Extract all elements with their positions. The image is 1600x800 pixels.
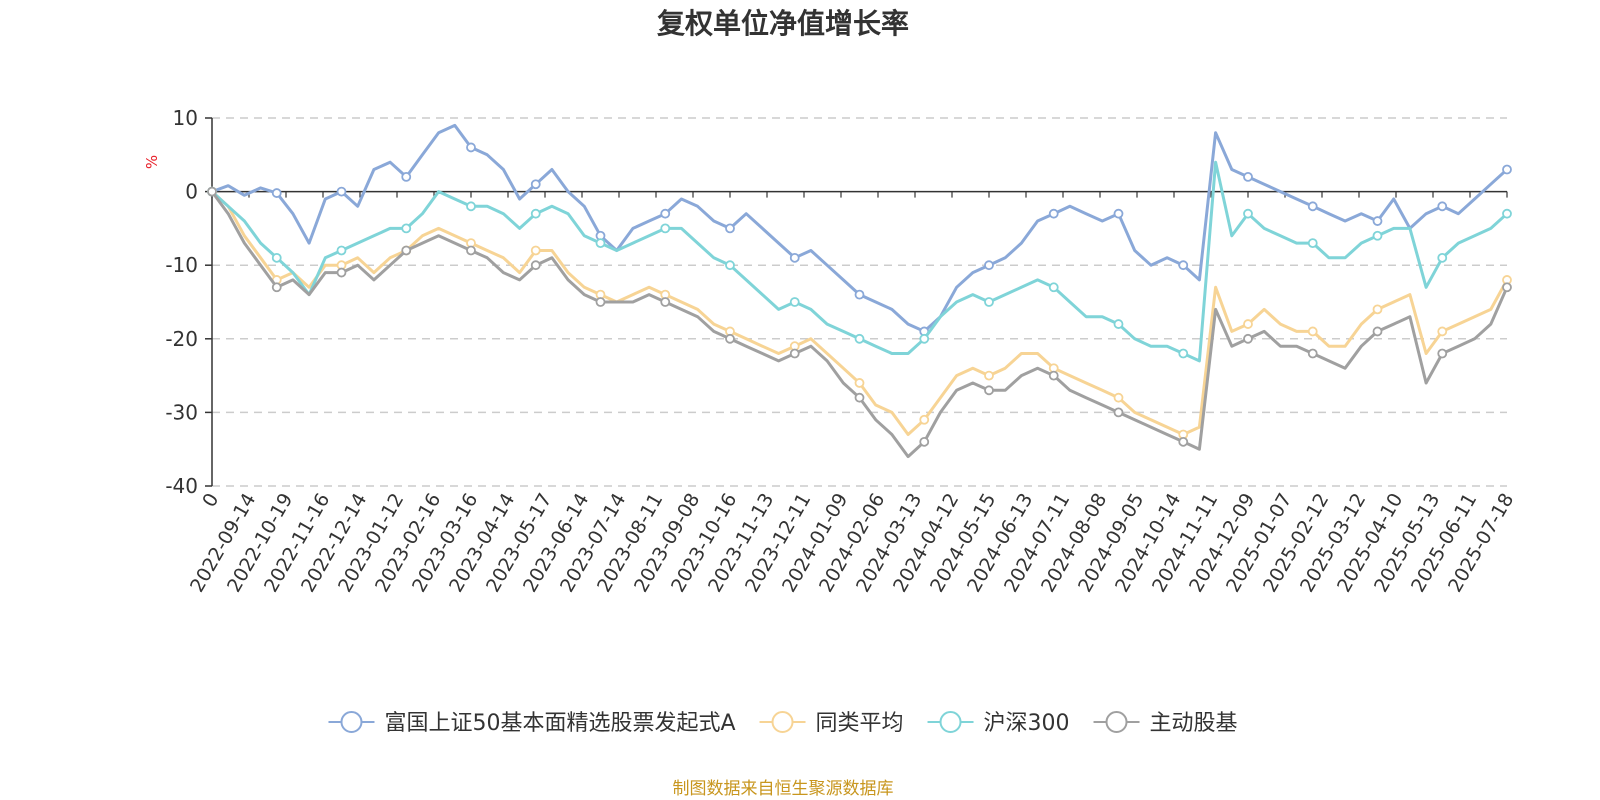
series-point (1113, 407, 1124, 418)
series-point (1307, 238, 1318, 249)
series-point (1113, 319, 1124, 329)
series-point (595, 238, 606, 249)
series-point (1178, 436, 1189, 447)
series-point (1113, 208, 1124, 219)
series-point (1243, 171, 1253, 182)
legend-item[interactable]: 主动股基 (1093, 711, 1238, 736)
series-point (466, 201, 476, 212)
series-point (919, 414, 930, 425)
series-point (1437, 201, 1448, 212)
series-point (595, 297, 606, 307)
series-point (984, 297, 994, 307)
series-point (271, 282, 282, 293)
series-point (1307, 348, 1318, 359)
legend-symbol-circle (939, 711, 962, 733)
y-tick-label: -20 (165, 327, 198, 351)
series-point (1437, 252, 1448, 263)
series-point (660, 297, 671, 307)
series-point (660, 208, 671, 219)
legend-label: 富国上证50基本面精选股票发起式A (384, 711, 735, 736)
legend-label: 同类平均 (816, 711, 904, 736)
series-point (1502, 164, 1512, 175)
legend-symbol-circle (771, 711, 794, 733)
x-tick-label: 0 (198, 490, 223, 511)
y-tick-label: -40 (165, 474, 198, 498)
series-point (1372, 304, 1383, 315)
series-point (1437, 348, 1448, 359)
y-tick-label: -10 (165, 253, 198, 277)
legend-label: 主动股基 (1150, 711, 1238, 736)
series-point (401, 245, 412, 256)
y-axis-ticks: 10 0 -10 -20 -30 -40 (165, 106, 212, 498)
y-tick-label: 10 (173, 106, 198, 130)
series-point (530, 208, 541, 219)
series-point (1048, 282, 1059, 293)
series-point (1113, 392, 1124, 403)
series-lines (207, 123, 1512, 459)
series-point (1178, 260, 1189, 271)
series-point (919, 436, 930, 447)
y-axis-unit: % (143, 155, 161, 169)
series-point (984, 260, 994, 271)
series-point (336, 186, 347, 197)
series-point (336, 245, 347, 256)
series-point (466, 142, 476, 153)
series-point (854, 378, 865, 388)
series-point (1243, 319, 1253, 329)
series-point (789, 252, 800, 263)
series-point (854, 333, 865, 344)
series-point (466, 245, 476, 256)
series-point (530, 245, 541, 256)
series-point (725, 260, 735, 271)
series-point (984, 370, 994, 381)
series-point (1372, 230, 1383, 241)
series-point (530, 260, 541, 271)
series-point (1372, 216, 1383, 226)
series-point (336, 267, 347, 278)
series-point (1307, 326, 1318, 337)
series-point (530, 179, 541, 190)
series-point (1048, 208, 1059, 219)
series-point (789, 297, 800, 307)
y-tick-label: 0 (185, 180, 198, 204)
axes (211, 118, 1507, 486)
series-point (1307, 201, 1318, 212)
series-point (1437, 326, 1448, 337)
series-point (854, 392, 865, 403)
series-point (1048, 370, 1059, 381)
series-point (1502, 208, 1512, 219)
series-point (207, 186, 217, 197)
legend-label: 沪深300 (984, 711, 1070, 736)
source-note: 制图数据来自恒生聚源数据库 (673, 779, 894, 799)
series-point (919, 333, 930, 344)
legend-item[interactable]: 同类平均 (759, 711, 904, 736)
series-point (1178, 348, 1189, 359)
series-point (1243, 333, 1253, 344)
legend-symbol-circle (1105, 711, 1128, 733)
y-tick-label: -30 (165, 400, 198, 424)
series-point (725, 333, 735, 344)
series-point (725, 223, 735, 234)
series-point (271, 252, 282, 263)
series-point (1372, 326, 1383, 337)
legend: 富国上证50基本面精选股票发起式A 同类平均 沪深300 主动股基 (328, 711, 1238, 736)
legend-item[interactable]: 沪深300 (927, 711, 1070, 736)
x-axis-ticks: 02022-09-142022-10-192022-11-162022-12-1… (186, 191, 1518, 596)
series-point (1502, 282, 1512, 293)
series-point (984, 385, 994, 396)
series-point (401, 171, 412, 182)
legend-symbol-circle (340, 711, 363, 733)
chart-title: 复权单位净值增长率 (657, 7, 909, 40)
series-point (789, 348, 800, 359)
series-point (854, 289, 865, 300)
series-point (401, 223, 412, 234)
legend-item[interactable]: 富国上证50基本面精选股票发起式A (328, 711, 736, 736)
series-point (1243, 208, 1253, 219)
series-point (271, 188, 282, 198)
series-point (660, 223, 671, 234)
